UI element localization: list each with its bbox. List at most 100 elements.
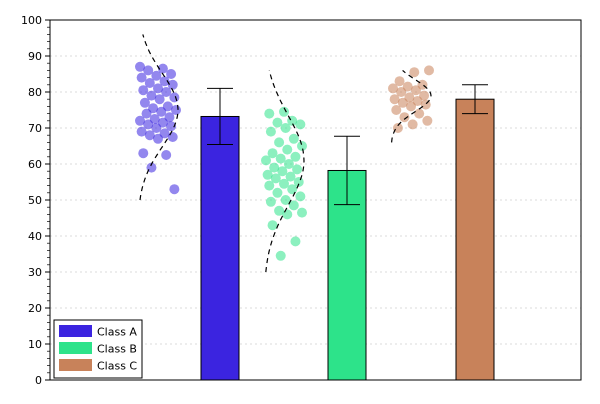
scatter-point bbox=[287, 184, 298, 195]
y-axis: 0 10 20 30 40 50 60 70 80 90 100 bbox=[21, 14, 50, 387]
y-tick-label: 0 bbox=[35, 374, 42, 387]
y-tick-label: 20 bbox=[28, 302, 42, 315]
scatter-point bbox=[135, 61, 145, 72]
density-curve bbox=[139, 34, 179, 201]
scatter-point bbox=[167, 132, 178, 142]
legend-label: Class B bbox=[97, 343, 137, 356]
scatter-point bbox=[154, 94, 165, 105]
scatter-point bbox=[279, 106, 289, 117]
scatter-point bbox=[138, 148, 149, 159]
scatter-point bbox=[295, 119, 306, 130]
scatter-point bbox=[297, 141, 307, 151]
legend: Class A Class B Class C bbox=[53, 319, 143, 379]
scatter-point bbox=[410, 85, 421, 96]
scatter-point bbox=[167, 79, 178, 90]
y-tick-label: 100 bbox=[21, 14, 42, 27]
scatter-point bbox=[136, 126, 147, 137]
scatter-point bbox=[169, 92, 180, 103]
y-tick-label: 10 bbox=[28, 338, 42, 351]
scatter-point bbox=[146, 90, 157, 101]
y-tick-label: 80 bbox=[28, 86, 42, 99]
scatter-point bbox=[409, 67, 420, 78]
scatter-point bbox=[270, 173, 281, 184]
scatter-point bbox=[399, 112, 410, 123]
scatter-point bbox=[272, 187, 283, 198]
scatter-point bbox=[151, 70, 162, 81]
scatter-point bbox=[288, 200, 299, 211]
scatter-point bbox=[297, 207, 307, 218]
scatter-point bbox=[389, 94, 400, 105]
legend-swatch bbox=[59, 325, 92, 337]
scatter-point bbox=[293, 177, 304, 187]
scatter-point bbox=[156, 106, 167, 117]
y-tick-label: 50 bbox=[28, 194, 42, 207]
scatter-point bbox=[159, 76, 170, 87]
scatter-point bbox=[414, 108, 425, 119]
scatter-point bbox=[265, 126, 276, 137]
scatter-point bbox=[394, 76, 405, 87]
scatter-point bbox=[282, 209, 293, 220]
scatter-point bbox=[157, 63, 168, 74]
scatter-point bbox=[265, 196, 276, 207]
error-bars bbox=[207, 84, 488, 206]
scatter-point bbox=[169, 184, 180, 195]
scatter-point bbox=[136, 72, 147, 83]
scatter-point bbox=[290, 236, 301, 247]
scatter-point bbox=[285, 171, 296, 182]
scatter-point bbox=[406, 101, 416, 112]
scatter-point bbox=[269, 162, 280, 173]
scatter-point bbox=[166, 69, 177, 79]
scatter-point bbox=[144, 130, 155, 141]
bar bbox=[455, 98, 495, 381]
scatter-point bbox=[407, 119, 418, 130]
y-tick-label: 90 bbox=[28, 50, 42, 63]
scatter-point bbox=[264, 180, 275, 191]
scatter-point bbox=[143, 65, 154, 76]
scatter-point bbox=[171, 105, 181, 115]
legend-label: Class C bbox=[97, 360, 137, 373]
scatter-point bbox=[144, 78, 155, 88]
bar bbox=[327, 169, 367, 381]
legend-label: Class A bbox=[97, 326, 137, 339]
scatter-point bbox=[388, 83, 398, 94]
scatter-point bbox=[161, 87, 172, 97]
scatter-point bbox=[139, 97, 150, 108]
scatter-point bbox=[275, 153, 286, 164]
y-tick-label: 40 bbox=[28, 230, 42, 243]
bar bbox=[200, 115, 240, 381]
scatter-point bbox=[153, 83, 163, 94]
scatter-point bbox=[424, 65, 434, 76]
legend-swatch bbox=[59, 359, 92, 371]
y-tick-label: 30 bbox=[28, 266, 42, 279]
scatter-point bbox=[274, 205, 285, 216]
scatter-point bbox=[161, 150, 172, 160]
scatter-point bbox=[290, 151, 301, 162]
scatter-point bbox=[422, 115, 433, 126]
scatter-point bbox=[277, 166, 288, 177]
scatter-point bbox=[391, 105, 402, 115]
density-curve bbox=[265, 70, 305, 273]
scatter-point bbox=[283, 159, 294, 169]
scatter-point bbox=[280, 123, 291, 133]
scatter-point bbox=[153, 133, 163, 144]
scatter-point bbox=[262, 169, 273, 180]
bars bbox=[200, 98, 495, 381]
scatter-point bbox=[264, 108, 275, 119]
density-curves bbox=[139, 34, 432, 273]
scatter-point bbox=[396, 87, 407, 97]
scatter-point bbox=[138, 85, 149, 96]
scatter-point bbox=[288, 133, 299, 144]
scatter-point bbox=[267, 148, 278, 159]
y-tick-label: 60 bbox=[28, 158, 42, 171]
scatter-point bbox=[143, 119, 154, 130]
scatter-point bbox=[282, 144, 293, 155]
scatter-point bbox=[292, 164, 303, 175]
scatter-point bbox=[267, 220, 278, 231]
scatter-point bbox=[295, 191, 306, 202]
legend-swatch bbox=[59, 342, 92, 354]
scatter-point bbox=[166, 121, 177, 132]
scatter-point bbox=[397, 97, 408, 108]
scatter-point bbox=[261, 155, 271, 166]
